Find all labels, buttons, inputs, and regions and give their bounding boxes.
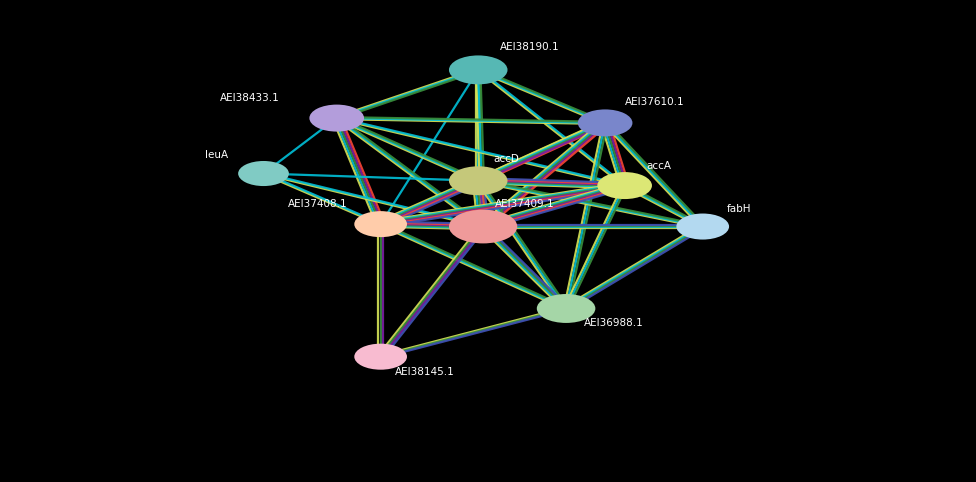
Circle shape bbox=[597, 172, 652, 199]
Circle shape bbox=[449, 55, 508, 84]
Text: AEI37409.1: AEI37409.1 bbox=[495, 199, 554, 209]
Circle shape bbox=[354, 211, 407, 237]
Text: AEI38145.1: AEI38145.1 bbox=[395, 367, 455, 377]
Text: AEI38433.1: AEI38433.1 bbox=[220, 93, 279, 103]
Text: accD: accD bbox=[493, 154, 519, 164]
Text: accA: accA bbox=[646, 161, 671, 171]
Text: fabH: fabH bbox=[727, 204, 752, 214]
Text: AEI37610.1: AEI37610.1 bbox=[625, 96, 684, 107]
Text: AEI37408.1: AEI37408.1 bbox=[288, 199, 347, 209]
Circle shape bbox=[449, 166, 508, 195]
Circle shape bbox=[354, 344, 407, 370]
Circle shape bbox=[238, 161, 289, 186]
Text: AEI36988.1: AEI36988.1 bbox=[584, 318, 643, 328]
Circle shape bbox=[449, 210, 517, 243]
Circle shape bbox=[578, 109, 632, 136]
Circle shape bbox=[676, 214, 729, 240]
Text: AEI38190.1: AEI38190.1 bbox=[500, 41, 559, 52]
Text: leuA: leuA bbox=[205, 150, 228, 160]
Circle shape bbox=[537, 294, 595, 323]
Circle shape bbox=[309, 105, 364, 132]
